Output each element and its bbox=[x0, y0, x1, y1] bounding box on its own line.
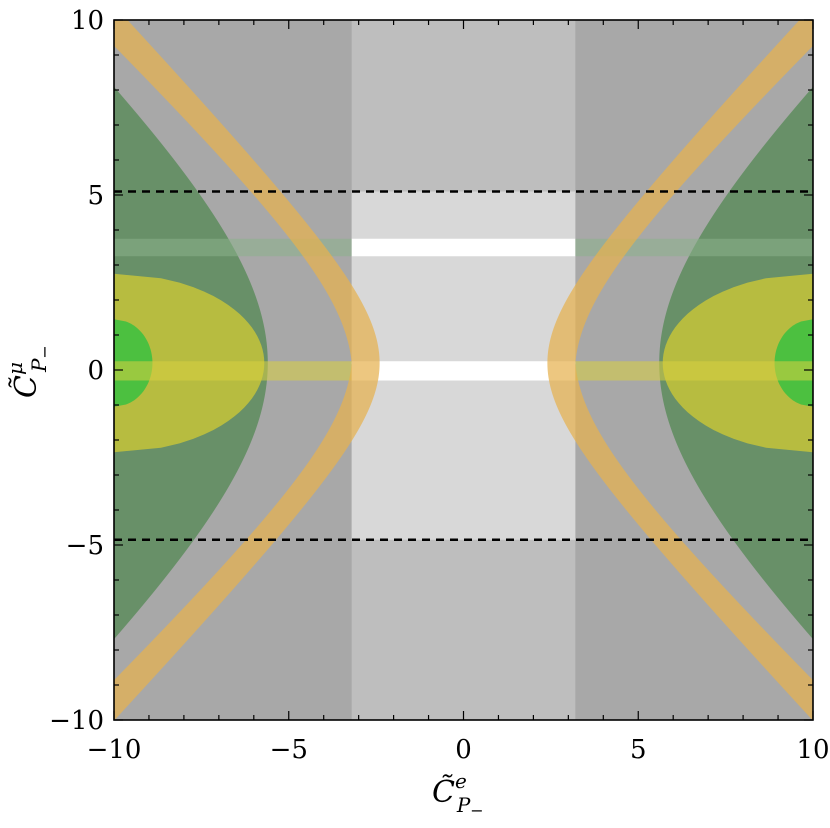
x-axis-label: C̃e P− bbox=[432, 769, 484, 820]
y-tick-label: −10 bbox=[49, 706, 104, 736]
x-tick-label: 5 bbox=[630, 735, 647, 765]
label-superscript: μ bbox=[3, 362, 27, 375]
label-subscript: P bbox=[27, 358, 51, 373]
x-tick-label: 0 bbox=[455, 735, 472, 765]
y-axis-label-text: C̃μP− bbox=[3, 345, 54, 398]
plot-area bbox=[114, 20, 813, 720]
y-tick-label: −5 bbox=[66, 531, 104, 561]
light-strip-right-0 bbox=[575, 238, 813, 257]
label-base: C̃ bbox=[9, 375, 44, 398]
y-tick-label: 5 bbox=[87, 181, 104, 211]
x-tick-label: 10 bbox=[796, 735, 829, 765]
label-superscript: e bbox=[455, 769, 467, 793]
light-strip-right-1 bbox=[575, 361, 813, 381]
axis-ticks: −10 −5 0 5 10 −10 −5 0 5 10 bbox=[49, 6, 829, 765]
orange-band-right bbox=[547, 20, 813, 720]
x-axis-label-text: C̃e P− bbox=[432, 769, 484, 820]
y-axis-label: C̃μP− bbox=[3, 345, 54, 398]
y-tick-label: 0 bbox=[87, 356, 104, 386]
x-tick-label: −5 bbox=[270, 735, 308, 765]
label-subsubscript: − bbox=[35, 345, 54, 358]
white-strip-0 bbox=[351, 238, 576, 257]
light-strip-left-1 bbox=[114, 361, 352, 381]
x-tick-label: −10 bbox=[87, 735, 142, 765]
y-tick-label: 10 bbox=[71, 6, 104, 36]
white-strip-1 bbox=[351, 361, 576, 381]
label-subsubscript: − bbox=[470, 801, 483, 820]
light-strip-left-0 bbox=[114, 238, 352, 257]
label-subscript: P bbox=[456, 793, 471, 817]
orange-band-left bbox=[114, 20, 380, 720]
label-base: C̃ bbox=[432, 775, 455, 810]
